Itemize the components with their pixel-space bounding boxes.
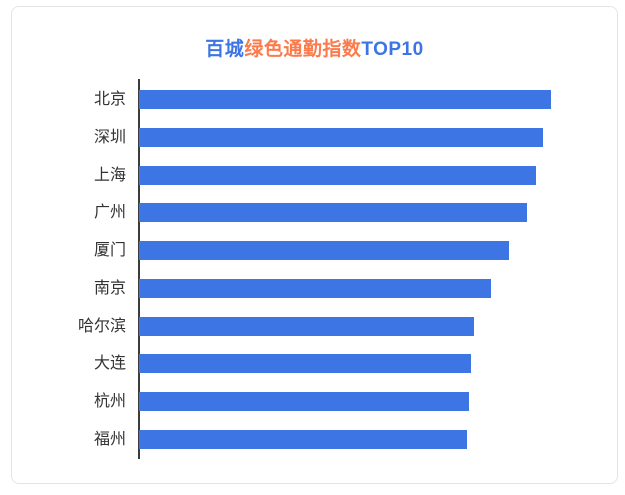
chart-row: 广州 [12,203,617,223]
chart-row: 南京 [12,278,617,298]
chart-title: 百城绿色通勤指数TOP10 [12,34,617,61]
chart-card: 百城绿色通勤指数TOP10 北京 深圳 上海 广州 厦门 南京 哈尔滨 大连 杭… [11,6,618,484]
chart-row: 深圳 [12,127,617,147]
bar [139,316,474,336]
category-label: 大连 [93,355,126,373]
category-label: 福州 [93,430,126,448]
chart-row: 哈尔滨 [12,316,617,336]
chart-row: 大连 [12,354,617,374]
chart-title-segment: 绿色通勤指数 [244,39,362,60]
bar [139,203,527,223]
category-label: 上海 [93,166,126,184]
category-label: 南京 [93,279,126,297]
chart-row: 厦门 [12,241,617,261]
bar [139,354,471,374]
category-label: 厦门 [93,242,126,260]
category-label: 哈尔滨 [77,317,126,335]
y-axis-line [138,79,140,459]
bar [139,90,551,109]
chart-title-segment: TOP10 [361,39,424,60]
category-label: 杭州 [93,393,126,411]
chart-title-segment: 百城 [205,39,245,60]
chart-row: 上海 [12,165,617,185]
chart-rows: 北京 深圳 上海 广州 厦门 南京 哈尔滨 大连 杭州 福州 [12,79,617,459]
bar [139,392,469,412]
category-label: 北京 [93,91,126,108]
bar [139,165,536,185]
chart-row: 杭州 [12,392,617,412]
bar [139,127,543,147]
bar [139,429,467,449]
bar-chart: 北京 深圳 上海 广州 厦门 南京 哈尔滨 大连 杭州 福州 [12,79,617,459]
bar [139,241,509,261]
chart-row: 福州 [12,429,617,449]
chart-row: 北京 [12,90,617,109]
category-label: 深圳 [93,128,126,146]
category-label: 广州 [93,204,126,222]
bar [139,278,491,298]
